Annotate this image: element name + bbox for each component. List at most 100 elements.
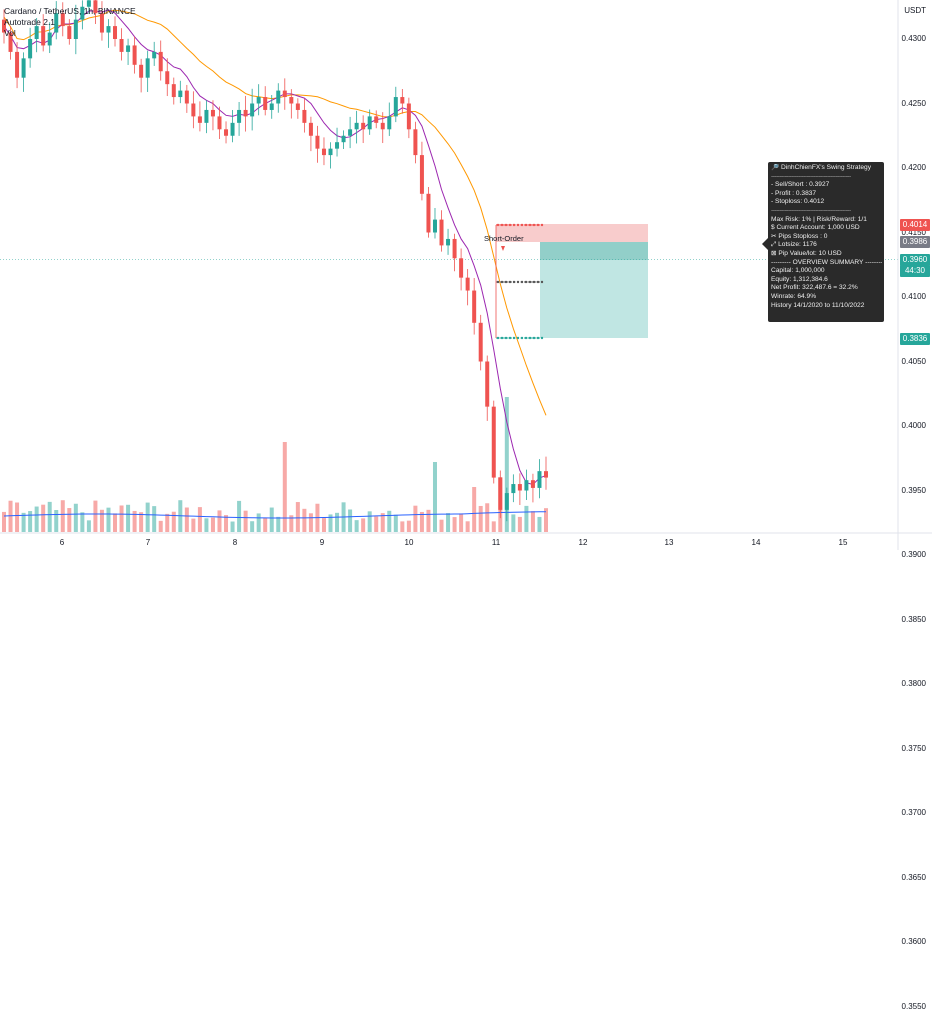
volume-bar bbox=[465, 521, 470, 532]
order-marker-dot bbox=[512, 223, 516, 227]
candle-body bbox=[517, 484, 522, 491]
volume-bar bbox=[419, 511, 424, 532]
volume-bar bbox=[250, 521, 255, 532]
order-marker-dot bbox=[524, 336, 528, 340]
candle-body bbox=[171, 84, 176, 98]
price-chart[interactable] bbox=[0, 0, 932, 550]
order-marker-dot bbox=[516, 336, 520, 340]
candle-body bbox=[341, 135, 346, 143]
indicator-title[interactable]: Autotrade 2.1 bbox=[4, 17, 56, 27]
tooltip-sell: - Sell/Short : 0.3927 bbox=[771, 181, 830, 189]
candle-body bbox=[197, 116, 202, 123]
candle-body bbox=[15, 51, 20, 78]
candle-body bbox=[321, 148, 326, 156]
volume-bar bbox=[224, 515, 229, 532]
time-tick-label: 13 bbox=[664, 538, 674, 547]
candle-body bbox=[511, 484, 516, 494]
candle-body bbox=[432, 219, 437, 233]
candle-body bbox=[446, 238, 451, 246]
volume-bar bbox=[472, 487, 477, 532]
order-marker-dot bbox=[532, 280, 536, 284]
volume-bar bbox=[432, 462, 437, 532]
order-marker-dot bbox=[504, 280, 508, 284]
volume-bar bbox=[452, 517, 457, 532]
candle-body bbox=[315, 135, 320, 149]
target-price-tag: 0.3836 bbox=[900, 333, 930, 345]
order-marker-dot bbox=[536, 336, 540, 340]
volume-bar bbox=[191, 518, 196, 532]
order-marker-dot bbox=[520, 280, 524, 284]
tooltip-account: $ Current Account: 1,000 USD bbox=[771, 224, 860, 232]
volume-bar bbox=[282, 442, 287, 532]
candle-body bbox=[165, 71, 170, 85]
volume-bar bbox=[354, 520, 359, 532]
volume-bar bbox=[308, 513, 313, 532]
volume-bar bbox=[132, 510, 137, 532]
price-tick-label: 0.3950 bbox=[901, 485, 926, 495]
volume-bar bbox=[439, 519, 444, 532]
target-zone bbox=[540, 260, 648, 338]
ma-slow-line bbox=[3, 9, 547, 416]
order-marker-dot bbox=[532, 223, 536, 227]
candle-body bbox=[73, 19, 78, 39]
volume-bar bbox=[139, 512, 144, 532]
order-marker-dot bbox=[496, 336, 500, 340]
candle-body bbox=[282, 90, 287, 98]
volume-bar bbox=[530, 511, 535, 532]
volume-bar bbox=[328, 514, 333, 532]
symbol-title[interactable]: Cardano / TetherUS, 1h, BINANCE bbox=[4, 6, 136, 16]
stop-zone bbox=[496, 224, 648, 242]
order-marker-dot bbox=[528, 336, 532, 340]
candle-body bbox=[524, 480, 529, 491]
candle-body bbox=[478, 322, 483, 362]
volume-title[interactable]: Vol bbox=[4, 28, 16, 38]
order-marker-dot bbox=[496, 223, 500, 227]
tooltip-separator: ----------------------------------------… bbox=[771, 172, 851, 180]
order-marker-dot bbox=[500, 336, 504, 340]
time-tick-label: 15 bbox=[838, 538, 848, 547]
volume-bar bbox=[41, 504, 46, 532]
volume-bar bbox=[145, 502, 150, 532]
volume-bar bbox=[295, 502, 300, 532]
candle-body bbox=[269, 103, 274, 110]
volume-bar bbox=[478, 505, 483, 532]
countdown-tag: 44:30 bbox=[900, 265, 930, 277]
volume-bar bbox=[8, 500, 13, 532]
tooltip-profit: - Profit : 0.3837 bbox=[771, 189, 817, 197]
volume-bar bbox=[426, 509, 431, 532]
time-tick-label: 9 bbox=[319, 538, 325, 547]
tooltip-pointer bbox=[762, 238, 768, 250]
volume-bar bbox=[446, 513, 451, 532]
price-tick-label: 0.4150 bbox=[901, 227, 926, 237]
order-marker-dot bbox=[500, 280, 504, 284]
tooltip-overview: --------- OVERVIEW SUMMARY --------- bbox=[771, 258, 882, 266]
volume-bar bbox=[491, 521, 496, 532]
candle-body bbox=[530, 480, 535, 488]
candle-body bbox=[99, 13, 104, 33]
volume-bar bbox=[289, 515, 294, 532]
order-marker-dot bbox=[496, 280, 500, 284]
tooltip-lotsize: ⤢ Lotsize: 1176 bbox=[771, 241, 817, 249]
tooltip-netprofit: Net Profit: 322,487.6 = 32.2% bbox=[771, 284, 858, 292]
candle-body bbox=[295, 103, 300, 110]
price-tick-label: 0.3600 bbox=[901, 937, 926, 946]
volume-bar bbox=[380, 513, 385, 532]
candle-body bbox=[491, 406, 496, 478]
candle-body bbox=[86, 0, 91, 7]
tooltip-capital: Capital: 1,000,000 bbox=[771, 267, 825, 275]
candle-body bbox=[178, 90, 183, 98]
candle-body bbox=[93, 0, 98, 14]
volume-bar bbox=[204, 518, 209, 532]
tooltip-separator-2: ----------------------------------------… bbox=[771, 206, 851, 214]
price-tick-label: 0.3850 bbox=[901, 614, 926, 624]
order-marker-dot bbox=[520, 223, 524, 227]
price-tick-label: 0.4050 bbox=[901, 356, 926, 366]
volume-bar bbox=[158, 520, 163, 532]
volume-bar bbox=[99, 509, 104, 532]
volume-bar bbox=[302, 508, 307, 532]
order-marker-dot bbox=[540, 280, 544, 284]
tooltip-title: 🔎 DinhChienFX's Swing Strategy bbox=[771, 164, 871, 171]
candle-body bbox=[21, 58, 26, 78]
volume-bar bbox=[400, 521, 405, 532]
